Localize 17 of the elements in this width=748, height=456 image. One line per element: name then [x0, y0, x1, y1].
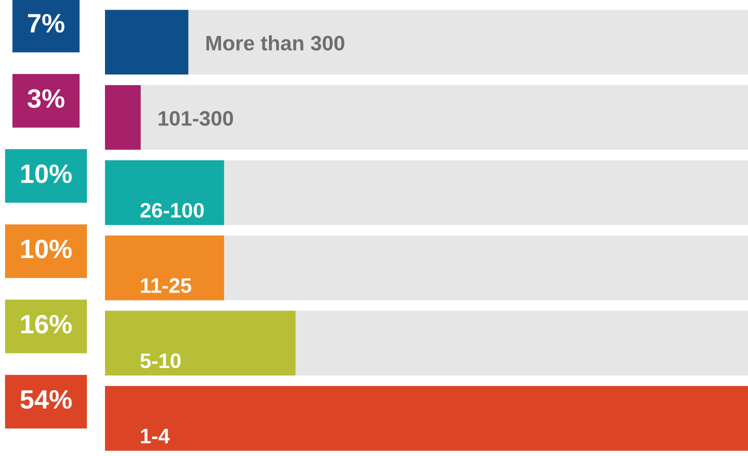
y-tick-label: More than 300	[206, 35, 344, 51]
y-tick-label: 5-10	[140, 353, 181, 368]
bar	[105, 10, 188, 75]
bar	[105, 236, 224, 300]
data-label: 54%	[20, 390, 72, 409]
data-label: 7%	[28, 14, 64, 33]
bar	[105, 160, 224, 226]
data-label: 16%	[21, 314, 72, 334]
data-label: 3%	[28, 89, 64, 108]
y-tick-label: 101-300	[158, 111, 233, 126]
data-label: 10%	[21, 240, 72, 258]
bar	[105, 310, 296, 376]
y-tick-label: 26-100	[140, 202, 204, 218]
y-tick-label: 11-25	[141, 278, 192, 293]
bar	[105, 85, 141, 150]
data-label: 10%	[21, 164, 72, 184]
y-tick-label: 1-4	[141, 428, 170, 444]
